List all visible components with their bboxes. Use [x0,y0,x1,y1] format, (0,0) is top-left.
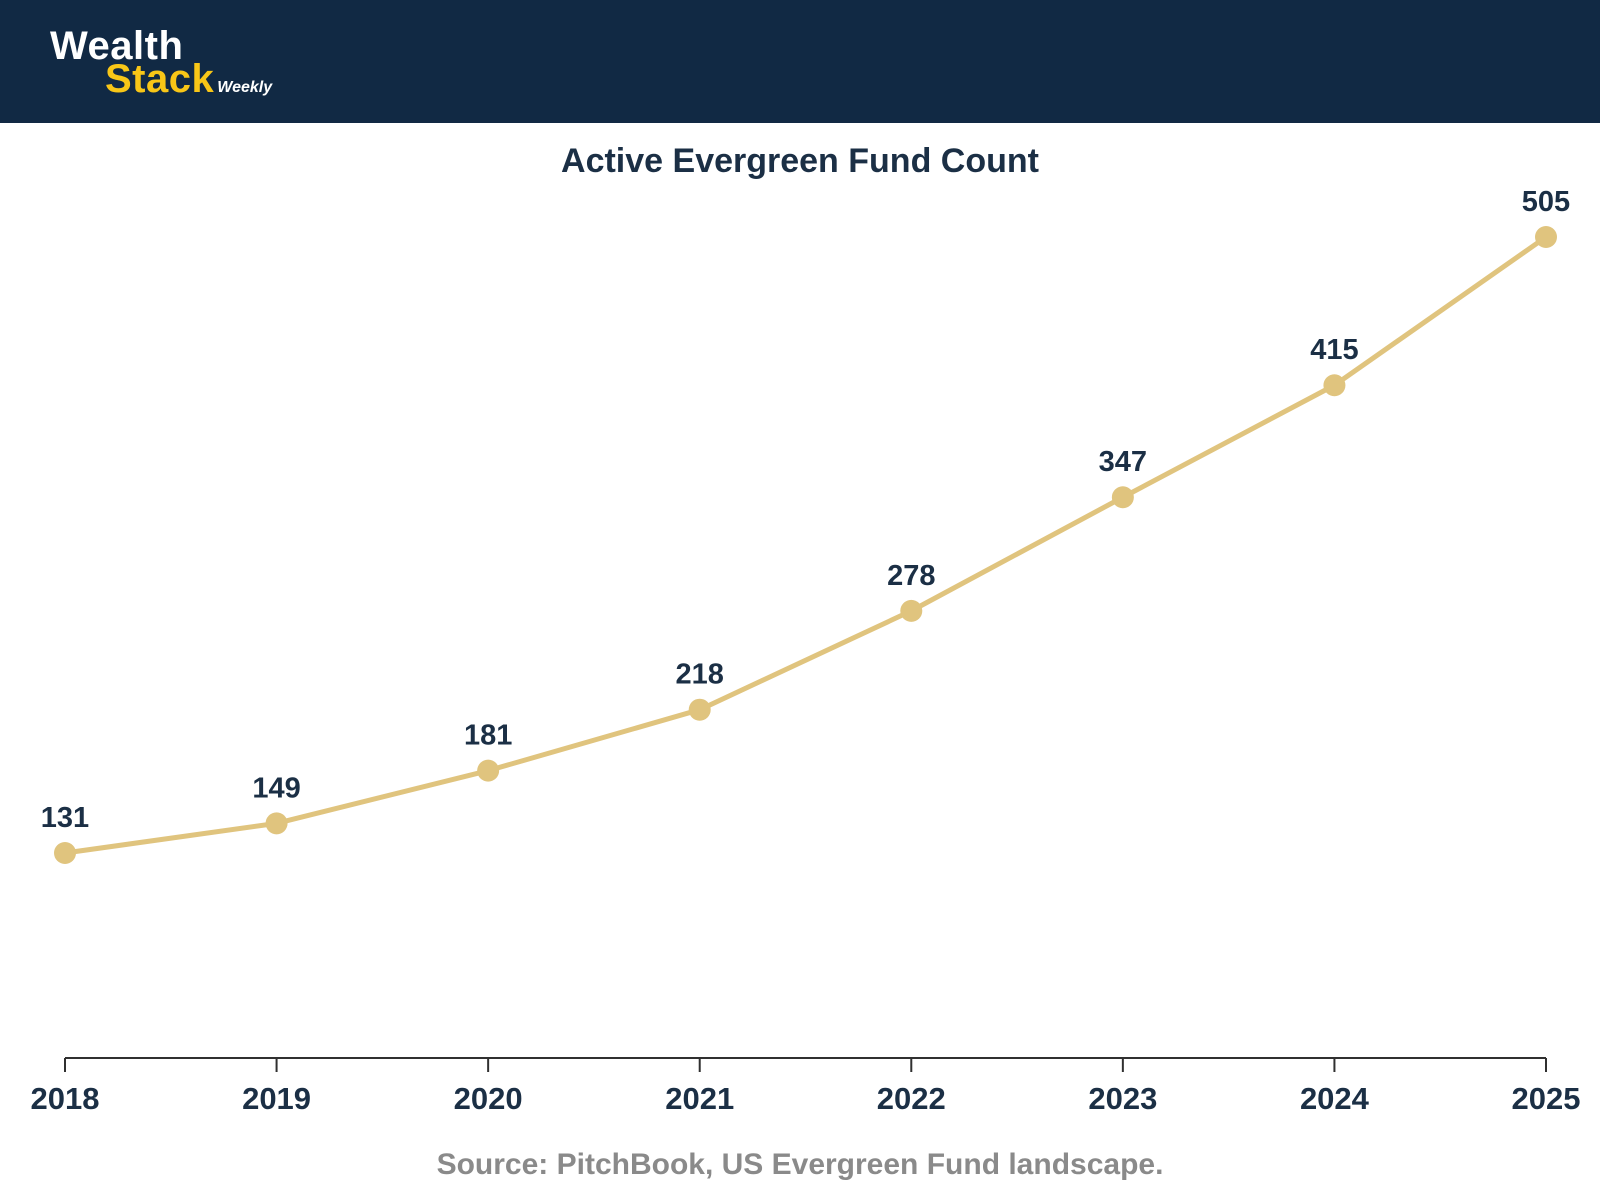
data-point-2022 [900,599,923,622]
data-point-2024 [1323,374,1346,397]
x-tick-label-2020: 2020 [454,1081,523,1116]
source-note: Source: PitchBook, US Evergreen Fund lan… [436,1148,1164,1181]
data-label-2025: 505 [1522,186,1570,218]
x-tick-label-2021: 2021 [665,1081,734,1116]
data-point-2020 [477,759,500,782]
data-label-2023: 347 [1099,446,1147,478]
x-tick-label-2019: 2019 [242,1081,311,1116]
data-point-2025 [1535,226,1557,248]
x-tick-label-2025: 2025 [1512,1081,1581,1116]
x-tick-label-2024: 2024 [1300,1081,1370,1116]
data-label-2024: 415 [1310,334,1358,366]
logo-second-line: Stack Weekly [105,57,273,104]
logo-stack-text: Stack [105,57,215,101]
header-bar: Wealth Stack Weekly [0,0,1600,123]
x-tick-label-2022: 2022 [877,1081,946,1116]
data-label-2019: 149 [252,772,300,804]
data-label-2021: 218 [676,659,724,691]
data-point-2018 [54,842,76,864]
data-label-2020: 181 [464,720,512,752]
data-label-2018: 131 [41,802,89,834]
chart-title: Active Evergreen Fund Count [561,142,1039,180]
logo-wealth-text: Wealth [50,24,184,68]
trend-line [62,234,1549,856]
data-label-2022: 278 [887,560,935,592]
data-point-2019 [265,812,288,835]
logo-weekly-text: Weekly [217,79,273,96]
x-tick-label-2023: 2023 [1088,1081,1157,1116]
data-point-2023 [1111,486,1134,509]
wealthstack-logo: Wealth Stack Weekly [50,24,273,104]
x-tick-label-2018: 2018 [31,1081,100,1116]
data-point-2021 [688,698,711,721]
